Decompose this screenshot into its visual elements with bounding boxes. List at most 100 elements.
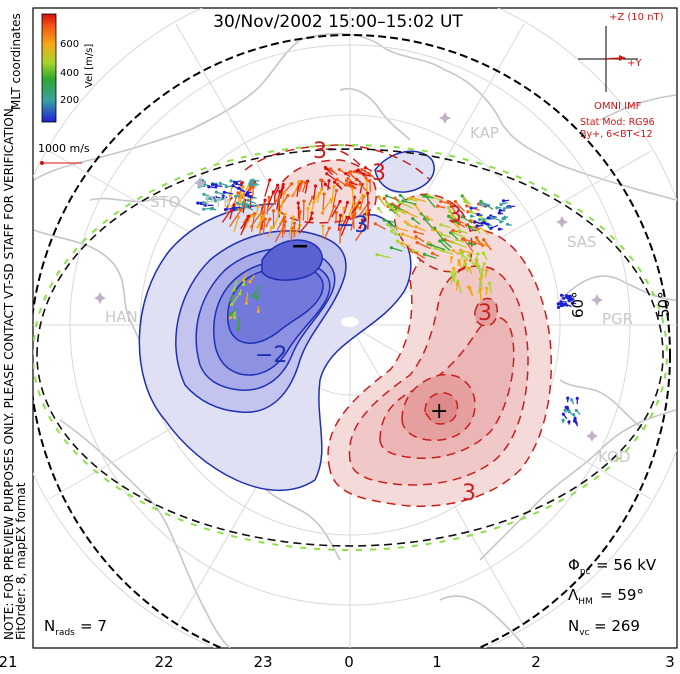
vector-origin-dot xyxy=(497,211,501,215)
velocity-vector xyxy=(272,184,279,195)
svg-text:+Y: +Y xyxy=(627,58,642,69)
vector-origin-dot xyxy=(467,253,471,257)
vector-origin-dot xyxy=(361,193,365,197)
vector-origin-dot xyxy=(271,209,275,213)
velocity-vector xyxy=(237,185,250,202)
vector-origin-dot xyxy=(425,215,429,219)
vector-origin-dot xyxy=(310,211,314,215)
vector-origin-dot xyxy=(238,292,242,296)
vector-origin-dot xyxy=(222,190,226,194)
vector-origin-dot xyxy=(335,177,339,181)
vector-origin-dot xyxy=(559,293,564,297)
vector-origin-dot xyxy=(575,396,579,401)
lat-label-50: 50° xyxy=(655,291,673,318)
vector-origin-dot xyxy=(230,302,234,307)
vector-origin-dot xyxy=(262,214,266,218)
vector-origin-dot xyxy=(346,177,350,181)
vector-origin-dot xyxy=(572,419,577,423)
vector-origin-dot xyxy=(229,312,233,316)
vector-origin-dot xyxy=(484,203,488,207)
vector-origin-dot xyxy=(246,198,250,202)
vector-origin-dot xyxy=(377,195,381,199)
potential-minimum-marker: − xyxy=(291,234,309,259)
map-statistics: Φpc = 56 kV ΛHM = 59° Nvc = 269 Nrads = … xyxy=(44,556,657,638)
velocity-vector xyxy=(359,202,370,216)
vector-origin-dot xyxy=(505,222,510,226)
mlt-tick-label: 0 xyxy=(344,653,354,671)
vector-origin-dot xyxy=(386,222,390,226)
velocity-vector xyxy=(350,202,360,214)
velocity-vector xyxy=(320,199,332,215)
stations: KAP STO PYK HAN SAS PGR KOD xyxy=(94,112,633,466)
vector-origin-dot xyxy=(364,176,368,180)
velocity-colorbar xyxy=(41,13,57,123)
vector-origin-dot xyxy=(499,202,503,207)
vector-origin-dot xyxy=(467,266,471,270)
velocity-vector xyxy=(240,215,250,236)
vector-origin-dot xyxy=(201,200,205,205)
preview-notice: NOTE: FOR PREVIEW PURPOSES ONLY. PLEASE … xyxy=(2,104,16,640)
velocity-vector xyxy=(233,216,240,232)
velocity-vector xyxy=(233,280,238,291)
nrads-value: = 7 xyxy=(80,617,107,635)
velocity-vector xyxy=(477,225,489,235)
vector-origin-dot xyxy=(474,236,479,240)
vector-origin-dot xyxy=(202,207,206,211)
vector-origin-dot xyxy=(275,183,280,187)
vector-origin-dot xyxy=(337,167,342,172)
velocity-vector xyxy=(283,221,287,234)
reference-vector-label: 1000 m/s xyxy=(38,142,90,155)
svg-text:3: 3 xyxy=(462,481,476,506)
vector-origin-dot xyxy=(297,179,301,184)
vector-origin-dot xyxy=(574,408,578,413)
vector-origin-dot xyxy=(475,224,479,228)
vector-origin-dot xyxy=(366,191,370,195)
vector-origin-dot xyxy=(456,279,460,283)
vector-origin-dot xyxy=(235,201,240,205)
vector-origin-dot xyxy=(401,199,405,203)
velocity-vector xyxy=(396,227,409,232)
vector-origin-dot xyxy=(291,215,295,219)
vector-origin-dot xyxy=(240,181,244,186)
velocity-vector xyxy=(340,207,345,227)
vector-origin-dot xyxy=(382,196,386,201)
svg-text:−2: −2 xyxy=(255,343,287,368)
vector-origin-dot xyxy=(567,420,571,424)
vector-origin-dot xyxy=(489,226,493,230)
vector-origin-dot xyxy=(232,288,236,292)
hm-boundary xyxy=(33,34,671,648)
vector-origin-dot xyxy=(460,215,465,219)
velocity-vector xyxy=(267,227,273,237)
vector-origin-dot xyxy=(247,214,251,218)
svg-text:Nvc: Nvc xyxy=(568,617,590,638)
vector-origin-dot xyxy=(403,220,407,224)
vector-origin-dot xyxy=(567,299,571,303)
vector-origin-dot xyxy=(327,179,331,183)
vector-origin-dot xyxy=(282,217,286,222)
vector-origin-dot xyxy=(255,296,259,300)
velocity-vector xyxy=(479,278,483,290)
velocity-vector xyxy=(402,233,417,241)
velocity-vector xyxy=(281,219,285,238)
velocity-vector xyxy=(354,225,367,242)
velocity-vector xyxy=(403,210,418,218)
potential-maximum-marker: + xyxy=(430,399,448,424)
velocity-vector xyxy=(474,242,485,247)
vector-origin-dot xyxy=(480,221,484,225)
vector-origin-dot xyxy=(233,194,238,198)
svg-text:Φpc: Φpc xyxy=(568,556,591,577)
velocity-vector xyxy=(378,196,386,207)
station-label: KOD xyxy=(598,448,630,466)
velocity-vector xyxy=(340,217,350,237)
vector-origin-dot xyxy=(208,196,213,201)
vector-origin-dot xyxy=(451,266,456,270)
vector-origin-dot xyxy=(461,250,465,254)
mlt-tick-label: 22 xyxy=(154,653,173,671)
vector-origin-dot xyxy=(435,204,440,208)
velocity-vector xyxy=(264,179,271,197)
velocity-vector xyxy=(424,253,437,260)
vector-origin-dot xyxy=(390,229,394,233)
vector-origin-dot xyxy=(463,258,467,263)
vector-origin-dot xyxy=(427,241,431,245)
vector-origin-dot xyxy=(409,196,413,200)
